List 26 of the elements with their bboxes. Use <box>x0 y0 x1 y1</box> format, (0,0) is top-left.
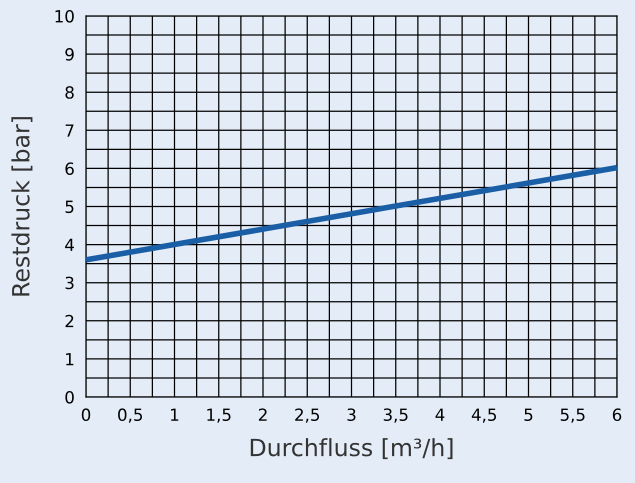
x-tick-label: 6 <box>612 408 622 422</box>
y-tick-label: 0 <box>65 390 74 404</box>
y-axis-title: Restdruck [bar] <box>11 117 32 296</box>
y-tick-label: 1 <box>66 353 74 366</box>
x-tick-label: 2,5 <box>295 408 320 423</box>
y-tick-label: 9 <box>65 48 74 61</box>
x-tick-label: 5 <box>524 408 532 422</box>
y-tick-label: 8 <box>65 86 74 99</box>
x-tick-label: 3,5 <box>384 408 408 423</box>
x-tick-label: 0,5 <box>118 408 142 423</box>
x-tick-label: 5,5 <box>560 408 585 423</box>
y-tick-label: 2 <box>66 314 74 328</box>
x-axis-title: Durchfluss [m³/h] <box>250 438 452 460</box>
y-tick-label: 10 <box>56 10 74 23</box>
y-tick-label: 5 <box>66 200 74 214</box>
x-tick-label: 4,5 <box>472 408 496 423</box>
y-tick-label: 3 <box>66 276 74 290</box>
x-tick-label: 2 <box>258 408 267 421</box>
x-tick-label: 3 <box>347 408 356 422</box>
x-tick-label: 1,5 <box>207 408 231 423</box>
x-tick-label: 0 <box>82 408 90 422</box>
x-tick-label: 1 <box>171 408 178 421</box>
y-tick-label: 6 <box>65 162 74 175</box>
x-tick-label: 4 <box>436 408 444 421</box>
y-tick-label: 4 <box>65 238 74 251</box>
y-tick-label: 7 <box>66 124 74 137</box>
